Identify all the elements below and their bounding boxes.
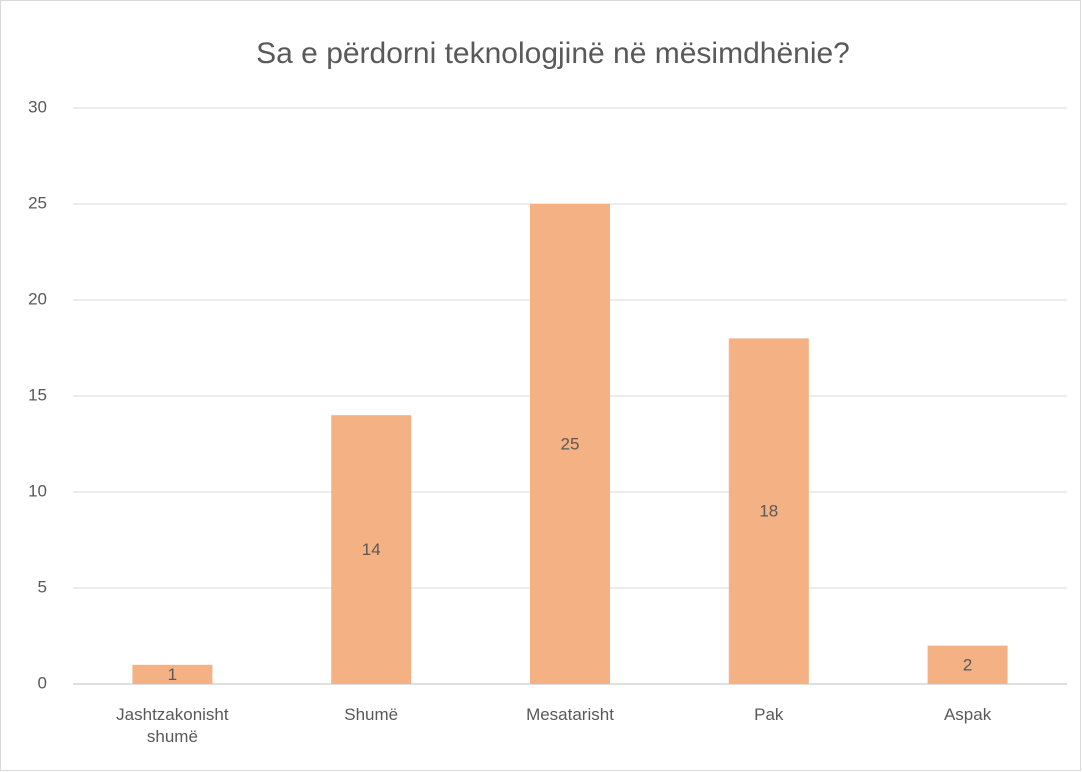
y-tick-label: 0 [38, 673, 47, 692]
y-tick-label: 25 [28, 193, 47, 212]
x-tick-label: Aspak [943, 705, 992, 724]
y-tick-label: 30 [28, 97, 47, 116]
y-tick-label: 5 [38, 577, 47, 596]
data-label: 14 [362, 540, 381, 559]
data-label: 25 [561, 434, 580, 453]
data-label: 1 [168, 665, 177, 684]
x-tick-label: Pak [754, 705, 784, 724]
y-tick-label: 15 [28, 385, 47, 404]
chart-title: Sa e përdorni teknologjinë në mësimdhëni… [256, 37, 850, 70]
data-label: 18 [759, 502, 778, 521]
y-tick-label: 20 [28, 289, 47, 308]
x-tick-label: Jashtzakonisht shumë [116, 705, 229, 746]
bar [132, 664, 213, 684]
bar [530, 204, 610, 684]
bar [331, 415, 412, 684]
y-tick-label: 10 [28, 481, 47, 500]
bar [927, 645, 1008, 684]
data-label: 2 [963, 655, 972, 674]
x-tick-label: Shumë [344, 705, 399, 724]
x-tick-label: Mesatarisht [526, 705, 614, 724]
bar [728, 338, 809, 684]
